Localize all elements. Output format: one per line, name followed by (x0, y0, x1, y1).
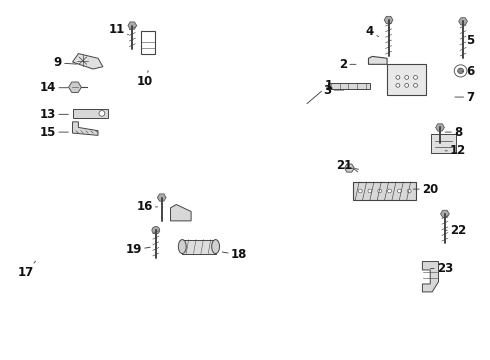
Text: 12: 12 (445, 144, 466, 157)
Circle shape (99, 111, 105, 116)
Circle shape (405, 76, 409, 79)
Text: 15: 15 (40, 126, 68, 139)
Text: 20: 20 (414, 183, 439, 195)
Polygon shape (157, 194, 166, 201)
Text: 4: 4 (366, 25, 379, 38)
Bar (73, 109, 108, 118)
Circle shape (397, 189, 401, 193)
Circle shape (388, 189, 392, 193)
Ellipse shape (212, 239, 220, 253)
Polygon shape (387, 64, 426, 95)
Text: 16: 16 (136, 201, 158, 213)
Polygon shape (441, 210, 449, 217)
Text: 13: 13 (40, 108, 68, 121)
Polygon shape (73, 122, 98, 135)
Circle shape (414, 84, 417, 87)
Text: 11: 11 (108, 23, 128, 36)
Text: 7: 7 (455, 91, 474, 104)
Ellipse shape (178, 239, 186, 253)
Bar (328, 82, 370, 89)
Circle shape (396, 84, 400, 87)
Bar (353, 182, 416, 200)
Text: 10: 10 (136, 71, 153, 88)
Text: 8: 8 (445, 126, 462, 139)
Text: 19: 19 (125, 243, 150, 256)
Circle shape (396, 76, 400, 79)
Circle shape (458, 68, 464, 74)
Text: 18: 18 (222, 248, 247, 261)
Text: 14: 14 (40, 81, 68, 94)
Text: 22: 22 (445, 224, 466, 237)
Text: 6: 6 (463, 65, 474, 78)
Circle shape (378, 189, 382, 193)
Polygon shape (128, 22, 137, 29)
Text: 23: 23 (431, 262, 453, 275)
Circle shape (414, 76, 417, 79)
Text: 5: 5 (463, 35, 474, 48)
Bar (141, 31, 155, 54)
Circle shape (454, 65, 467, 77)
Bar (182, 239, 216, 253)
Text: 17: 17 (17, 261, 35, 279)
Polygon shape (436, 124, 444, 131)
Polygon shape (431, 134, 456, 153)
Text: 1: 1 (307, 79, 332, 104)
Circle shape (368, 189, 372, 193)
Polygon shape (69, 82, 81, 93)
Text: 3: 3 (323, 84, 343, 96)
Text: 9: 9 (54, 57, 77, 69)
Polygon shape (384, 16, 393, 24)
Circle shape (405, 84, 409, 87)
Circle shape (152, 226, 160, 234)
Circle shape (407, 189, 411, 193)
Polygon shape (459, 18, 467, 25)
Polygon shape (171, 204, 191, 221)
Text: 2: 2 (339, 58, 356, 71)
Text: 21: 21 (336, 159, 359, 172)
Polygon shape (344, 164, 354, 172)
Polygon shape (422, 262, 439, 292)
Polygon shape (368, 57, 387, 64)
Polygon shape (73, 54, 103, 69)
Circle shape (358, 189, 362, 193)
